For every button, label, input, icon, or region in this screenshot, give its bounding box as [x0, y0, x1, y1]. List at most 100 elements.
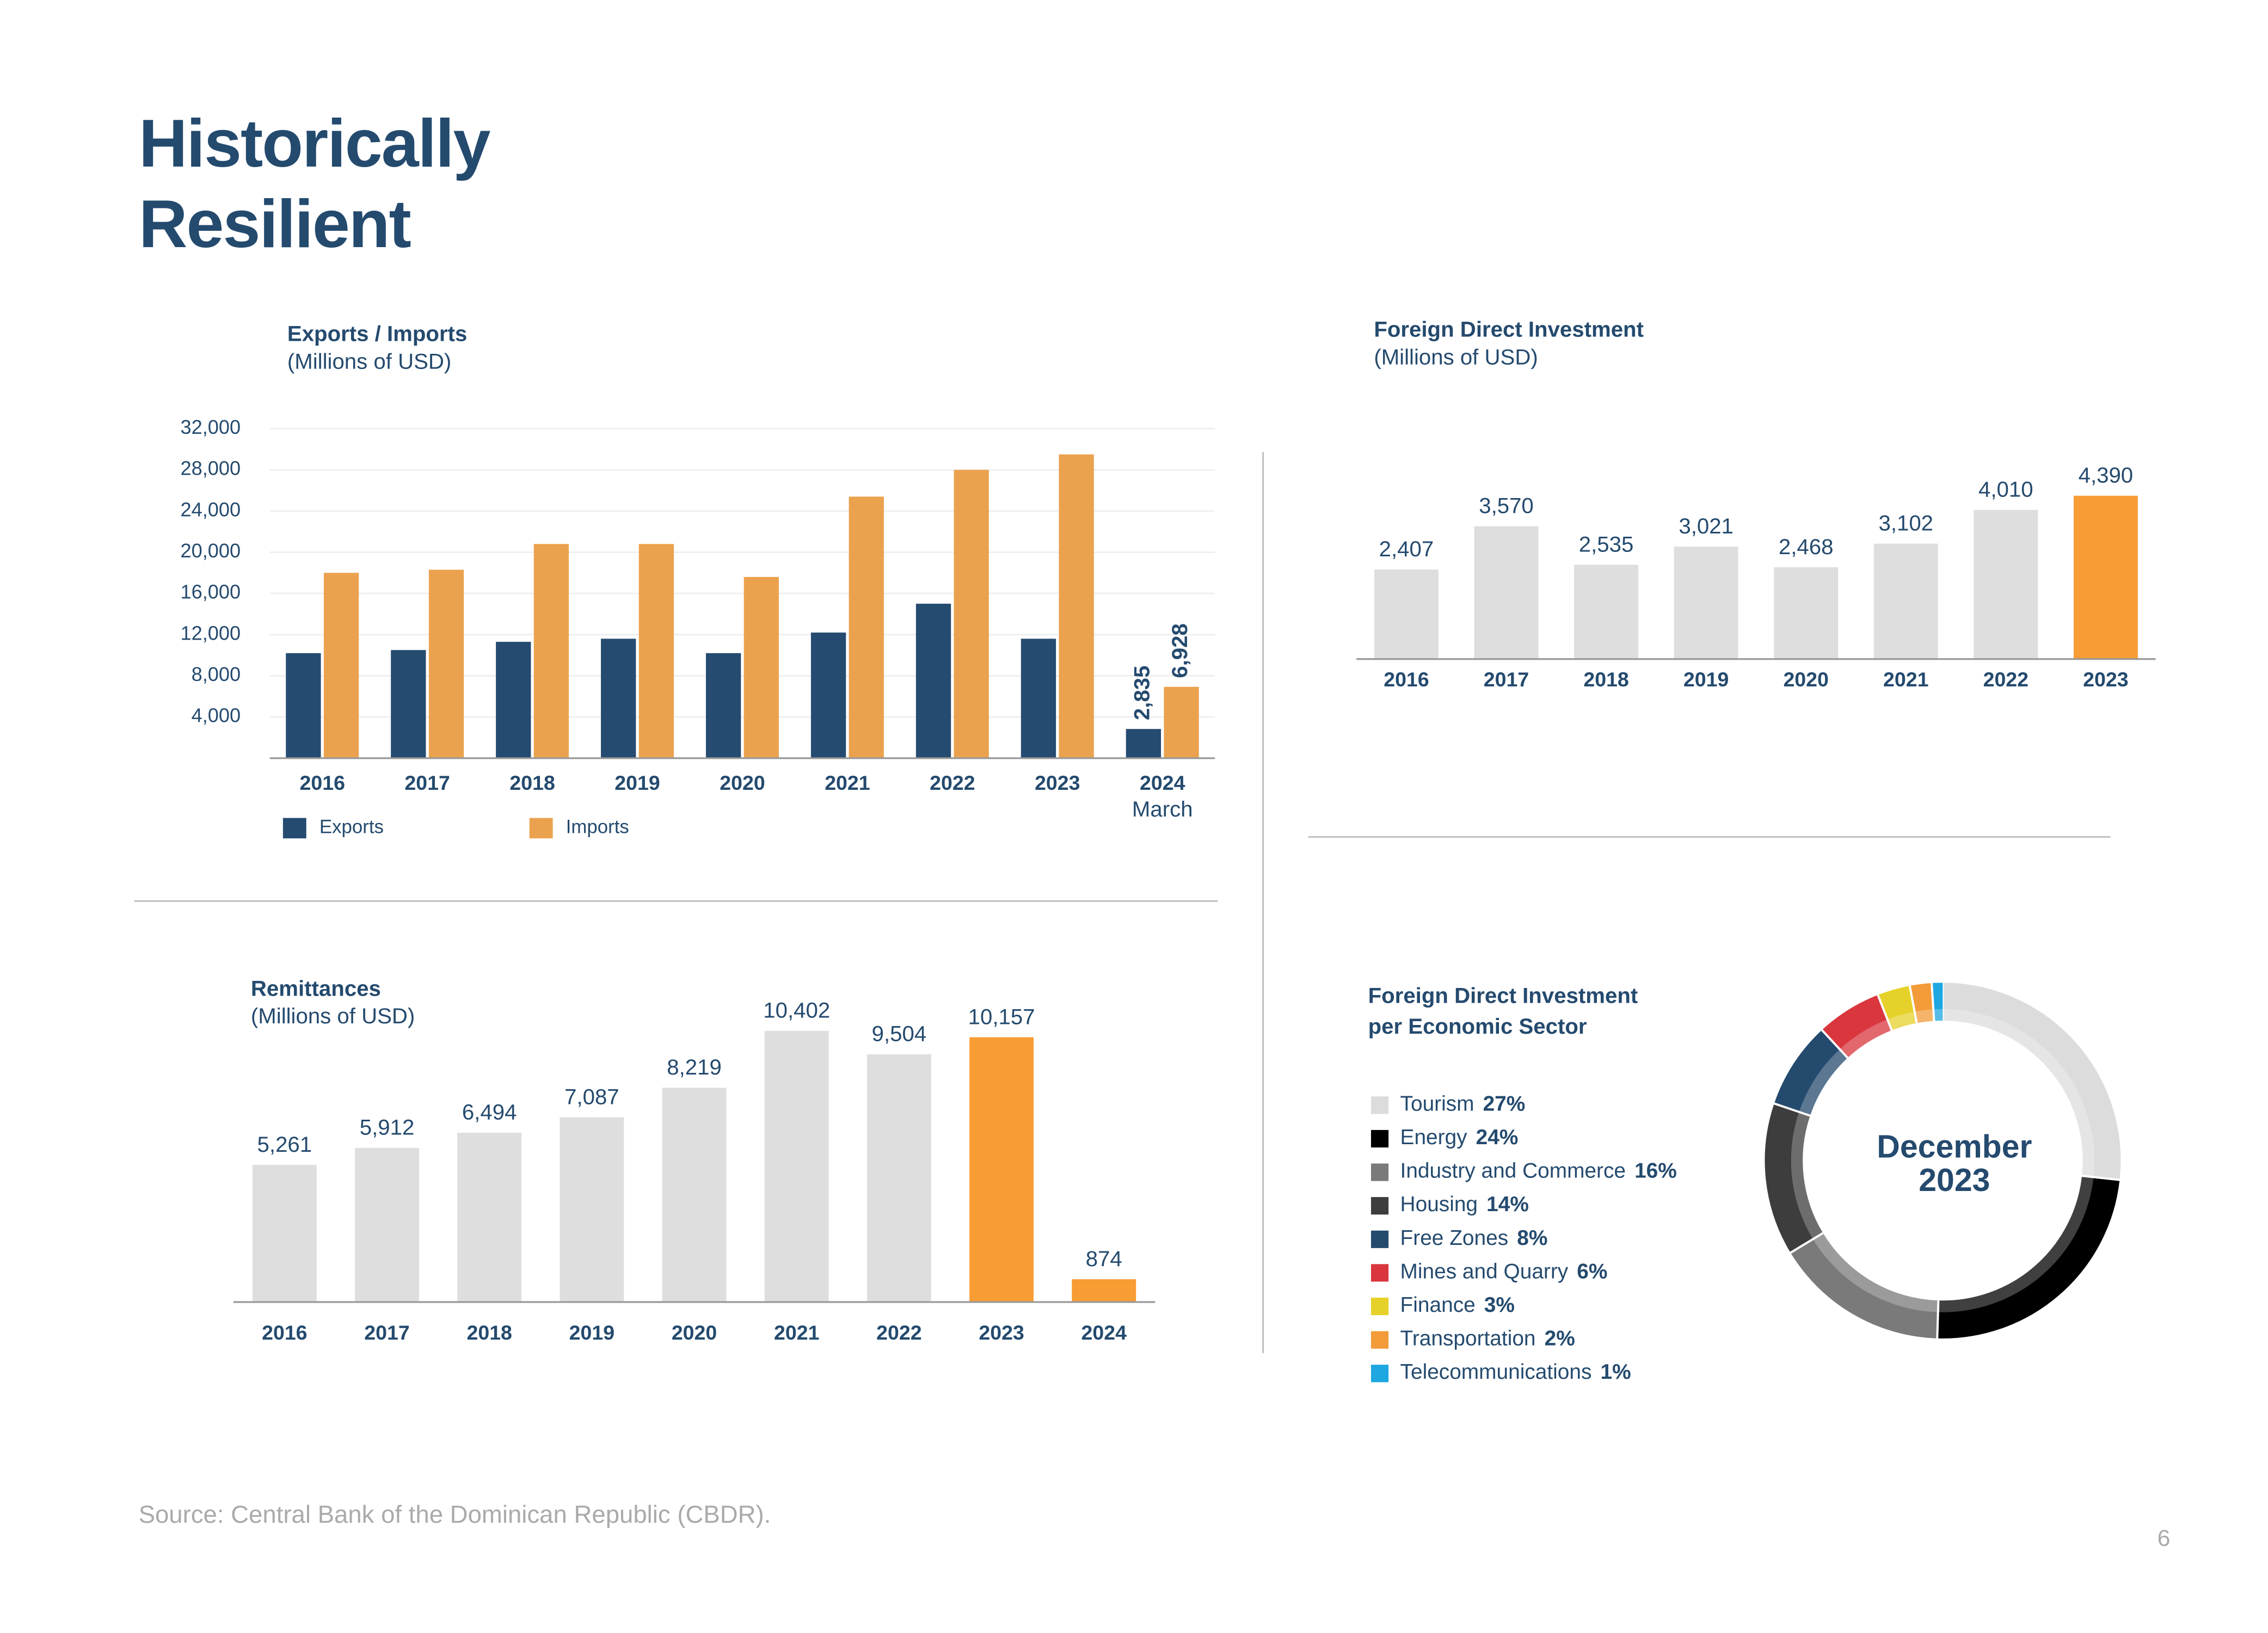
legend-swatch — [1370, 1163, 1389, 1181]
segment-divider — [2081, 1175, 2120, 1181]
data-label: 10,402 — [763, 998, 830, 1023]
bar — [1574, 564, 1639, 659]
bar — [1164, 686, 1199, 758]
legend-percent: 8% — [1517, 1226, 1547, 1250]
chart-subtitle: (Millions of USD) — [1374, 345, 1538, 370]
center-label: 2023 — [1919, 1163, 1990, 1198]
legend-name: Finance — [1400, 1293, 1476, 1317]
y-tick-label: 28,000 — [181, 457, 241, 480]
legend-name: Transportation — [1400, 1327, 1536, 1350]
segment-divider — [1936, 1300, 1940, 1339]
annotation: March — [1132, 797, 1193, 821]
legend-percent: 3% — [1484, 1293, 1515, 1317]
legend-label: Housing 14% — [1400, 1193, 1529, 1216]
x-tick-label: 2020 — [1783, 668, 1828, 691]
donut-segment — [1878, 986, 1917, 1030]
chart-title: Remittances — [251, 976, 381, 1000]
segment-divider — [1931, 983, 1935, 1021]
data-label: 8,219 — [667, 1055, 722, 1079]
bar — [2073, 495, 2138, 659]
y-tick-label: 16,000 — [181, 581, 241, 603]
bar — [1873, 543, 1938, 659]
data-label: 5,912 — [360, 1115, 415, 1140]
legend-percent: 6% — [1577, 1260, 1607, 1284]
data-label: 2,407 — [1379, 537, 1434, 561]
bar — [323, 573, 359, 758]
x-tick-label: 2021 — [825, 771, 870, 794]
segment-divider — [1821, 1029, 1849, 1059]
legend-swatch — [1370, 1096, 1389, 1114]
data-label: 3,102 — [1878, 511, 1933, 536]
legend-label: Transportation 2% — [1400, 1327, 1575, 1350]
x-tick-label: 2023 — [2083, 668, 2128, 691]
y-tick-label: 24,000 — [181, 498, 241, 520]
legend-label: Finance 3% — [1400, 1293, 1515, 1317]
legend-label: Tourism 27% — [1400, 1092, 1526, 1116]
x-tick-label: 2019 — [1683, 668, 1729, 691]
legend-name: Free Zones — [1400, 1226, 1509, 1250]
data-label: 4,010 — [1978, 477, 2033, 501]
legend-percent: 1% — [1600, 1360, 1631, 1384]
donut-segment — [1765, 1103, 1823, 1253]
data-label: 10,157 — [968, 1004, 1035, 1029]
legend-swatch — [529, 818, 553, 839]
x-tick-label: 2022 — [1983, 668, 2029, 691]
legend-swatch — [1370, 1230, 1389, 1248]
bar — [662, 1088, 727, 1302]
bar — [1474, 526, 1539, 659]
bar — [849, 496, 884, 758]
x-tick-label: 2024 — [1140, 771, 1185, 794]
bar — [915, 604, 951, 758]
x-tick-label: 2019 — [569, 1321, 614, 1344]
x-tick-label: 2017 — [1484, 668, 1529, 691]
bar — [252, 1164, 317, 1302]
donut-segment — [1822, 994, 1892, 1058]
chart-title: Foreign Direct Investment — [1368, 984, 1638, 1008]
y-tick-label: 32,000 — [181, 416, 241, 438]
donut-inner-ring — [1791, 1009, 2095, 1312]
bar — [1021, 639, 1056, 758]
bar — [954, 470, 989, 758]
x-tick-label: 2016 — [1384, 668, 1429, 691]
legend-label: Energy 24% — [1400, 1126, 1519, 1149]
data-label: 4,390 — [2079, 463, 2134, 488]
donut-segment — [1790, 1232, 1939, 1339]
y-tick-label: 8,000 — [192, 663, 241, 685]
legend-percent: 14% — [1486, 1193, 1529, 1216]
bar — [286, 653, 321, 758]
bar — [601, 639, 636, 758]
bar — [866, 1054, 931, 1302]
bar — [764, 1030, 829, 1302]
x-tick-label: 2016 — [262, 1321, 307, 1344]
x-tick-label: 2018 — [509, 771, 555, 794]
x-tick-label: 2023 — [1035, 771, 1080, 794]
donut-segment — [1774, 1030, 1848, 1116]
data-label: 2,535 — [1579, 532, 1634, 556]
legend-label: Imports — [566, 816, 629, 838]
page-number: 6 — [2158, 1525, 2171, 1551]
legend-swatch — [1370, 1264, 1389, 1282]
x-tick-label: 2016 — [299, 771, 345, 794]
y-tick-label: 20,000 — [181, 539, 241, 562]
x-tick-label: 2017 — [404, 771, 450, 794]
chart-title: per Economic Sector — [1368, 1014, 1587, 1039]
bar — [428, 569, 464, 758]
data-label: 2,835 — [1130, 666, 1154, 721]
segment-divider — [1790, 1232, 1824, 1254]
bar — [496, 642, 531, 758]
legend-name: Energy — [1400, 1126, 1468, 1149]
x-tick-label: 2021 — [1883, 668, 1928, 691]
center-label: December — [1877, 1129, 2032, 1164]
page-title: Historically Resilient — [139, 106, 491, 262]
data-label: 3,021 — [1679, 514, 1734, 538]
data-label: 2,468 — [1779, 535, 1834, 559]
legend-percent: 24% — [1476, 1126, 1519, 1149]
data-label: 7,087 — [564, 1084, 619, 1109]
data-label: 5,261 — [257, 1132, 312, 1157]
source: Source: Central Bank of the Dominican Re… — [139, 1501, 771, 1528]
bar — [1374, 569, 1439, 659]
legend-label: Exports — [319, 816, 384, 838]
x-tick-label: 2017 — [364, 1321, 409, 1344]
bar — [638, 544, 674, 758]
